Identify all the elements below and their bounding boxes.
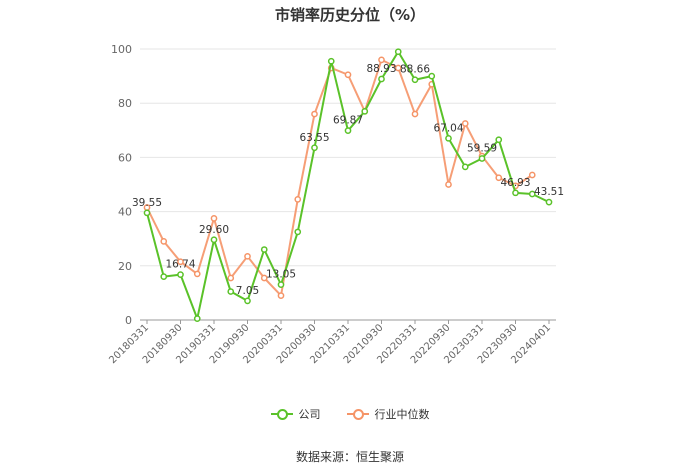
data-point-industry — [461, 120, 469, 127]
data-label: 39.55 — [132, 197, 162, 209]
data-label: 59.59 — [467, 143, 497, 155]
gridlines — [140, 48, 556, 321]
x-axis: 2018033120180930201903312019093020200331… — [107, 320, 553, 366]
data-label: 7.05 — [236, 285, 259, 297]
data-point-company — [311, 144, 318, 152]
y-tick-label: 20 — [118, 260, 132, 273]
data-point-industry — [260, 274, 268, 282]
data-point-industry — [411, 110, 419, 118]
data-point-company — [143, 209, 151, 217]
data-point-company — [378, 75, 385, 83]
data-label: 13.05 — [266, 269, 296, 281]
data-label: 43.51 — [534, 186, 564, 198]
data-point-industry — [227, 274, 235, 282]
series-line-company — [146, 50, 550, 320]
legend-label-industry: 行业中位数 — [374, 408, 430, 421]
data-point-industry — [394, 64, 402, 72]
series-layer — [143, 48, 553, 322]
data-point-industry — [277, 292, 285, 299]
y-axis: 0 20 40 60 80 100 — [111, 43, 132, 327]
data-label: 69.87 — [333, 115, 363, 127]
series-line-industry — [146, 58, 533, 297]
data-point-company — [428, 72, 436, 80]
data-point-company — [210, 236, 218, 244]
legend: 公司 行业中位数 — [0, 406, 700, 422]
data-point-company — [260, 246, 268, 253]
data-point-company — [344, 127, 352, 135]
data-point-company — [445, 134, 452, 142]
data-point-company — [277, 281, 285, 288]
data-label: 88.93 — [366, 63, 396, 75]
data-point-company — [478, 155, 486, 162]
data-point-company — [160, 273, 168, 280]
chart-title: 市销率历史分位（%） — [274, 6, 426, 24]
y-tick-label: 80 — [118, 97, 132, 110]
data-point-industry — [244, 252, 251, 260]
y-tick-label: 100 — [111, 43, 132, 56]
data-point-industry — [160, 238, 168, 245]
data-point-company — [227, 288, 235, 295]
data-point-company — [461, 163, 469, 171]
legend-item-industry[interactable]: 行业中位数 — [346, 406, 430, 422]
data-point-industry — [344, 71, 352, 79]
line-chart: 0 20 40 60 80 100 201803312018093020190331201… — [107, 43, 564, 366]
legend-item-company[interactable]: 公司 — [270, 406, 321, 422]
legend-label-company: 公司 — [298, 408, 321, 421]
y-tick-label: 40 — [118, 206, 132, 219]
data-point-company — [528, 190, 536, 198]
legend-swatch-industry — [346, 408, 369, 420]
data-point-industry — [445, 181, 452, 188]
data-point-industry — [378, 56, 385, 64]
data-point-industry — [177, 258, 184, 266]
data-point-industry — [193, 270, 201, 278]
data-point-company — [512, 189, 519, 197]
data-point-company — [193, 315, 201, 322]
data-point-industry — [294, 196, 302, 203]
data-point-company — [294, 228, 302, 236]
y-tick-label: 0 — [125, 314, 132, 327]
data-label: 29.60 — [199, 224, 229, 236]
data-label: 67.04 — [433, 122, 463, 134]
y-tick-label: 60 — [118, 151, 132, 164]
data-point-company — [495, 136, 503, 144]
legend-swatch-company — [270, 408, 293, 420]
data-label: 88.66 — [400, 64, 430, 76]
data-point-industry — [528, 171, 536, 179]
data-label: 16.74 — [165, 259, 195, 271]
data-point-industry — [495, 174, 503, 182]
data-label: 63.55 — [299, 132, 329, 144]
data-labels: 39.55 16.74 29.60 7.05 13.05 63.55 69.87 88.93 8… — [132, 63, 564, 297]
data-label: 46.93 — [500, 177, 530, 189]
data-point-company — [394, 48, 402, 56]
data-point-company — [361, 107, 369, 115]
data-point-company — [177, 271, 184, 278]
data-point-industry — [210, 215, 218, 222]
data-point-company — [327, 57, 335, 65]
data-point-company — [411, 76, 419, 84]
data-point-company — [545, 198, 553, 206]
data-point-industry — [311, 110, 318, 118]
data-point-company — [244, 297, 251, 305]
data-source-note: 数据来源：恒生聚源 — [295, 450, 404, 464]
